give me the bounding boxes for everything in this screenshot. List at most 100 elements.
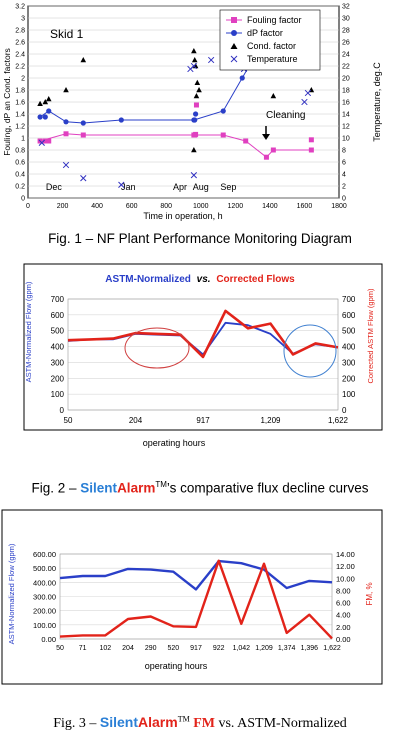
chart2-y2tick-label: 300 xyxy=(342,358,356,367)
chart1-point-x xyxy=(190,62,198,70)
chart1-y2tick-label: 26 xyxy=(342,40,350,47)
fig3-brand-alarm: Alarm xyxy=(138,714,178,730)
fig3-tm: TM xyxy=(177,714,190,724)
chart1-ytick-label: 2.2 xyxy=(15,64,25,71)
chart3-ytick-label: 500.00 xyxy=(33,564,56,573)
chart1-point-square xyxy=(63,131,69,137)
chart1-point-triangle xyxy=(194,79,201,85)
chart1-point-circle xyxy=(220,108,226,114)
chart1-ytick-label: 2.8 xyxy=(15,28,25,35)
chart1-xtick-label: 1600 xyxy=(297,203,313,210)
fig2-tm: TM xyxy=(155,480,167,489)
chart1-legend: Fouling factor dP factor Cond. factor Te… xyxy=(219,9,321,71)
chart3-y2tick-label: 4.00 xyxy=(336,611,351,620)
chart1-point-triangle xyxy=(45,96,52,102)
chart1-point-square xyxy=(193,131,199,137)
chart1-ytick-label: 1.6 xyxy=(15,100,25,107)
chart1-point-triangle xyxy=(193,93,200,99)
chart3-series-line-fm xyxy=(59,559,333,640)
chart-flux-decline: ASTM-Normalized vs. Corrected Flows 0 100… xyxy=(23,263,383,448)
chart1-xtick-label: 0 xyxy=(26,203,30,210)
chart1-cleaning-arrow xyxy=(262,126,270,140)
chart2-y2label: Corrected ASTM Flow (gpm) xyxy=(366,288,375,384)
chart2-title-astm: ASTM-Normalized xyxy=(105,274,191,285)
legend-temperature: Temperature xyxy=(247,54,298,64)
chart-fm-vs-astm: 0.00100.00200.00300.00400.00500.00600.00… xyxy=(1,509,383,685)
chart1-cleaning-label: Cleaning xyxy=(266,110,305,121)
chart3-ytick-label: 0.00 xyxy=(41,635,56,644)
chart1-y2tick-label: 16 xyxy=(342,100,350,107)
chart1-point-x xyxy=(38,139,45,146)
chart3-ylabel: ASTM-Normalized Flow (gpm) xyxy=(7,543,16,644)
chart1-point-x xyxy=(304,89,312,97)
chart2-y2tick-label: 0 xyxy=(342,406,347,415)
legend-fouling: Fouling factor xyxy=(247,15,302,25)
chart1-point-circle xyxy=(37,114,43,120)
figure3-caption: Fig. 3 – SilentAlarmTM FM vs. ASTM-Norma… xyxy=(0,714,400,732)
chart2-y2tick-label: 700 xyxy=(342,295,356,304)
chart1-y2tick-label: 24 xyxy=(342,52,350,59)
chart1-y2tick-label: 4 xyxy=(342,172,346,179)
fig3-suffix: vs. ASTM-Normalized xyxy=(214,716,347,731)
chart1-ytick-label: 0 xyxy=(21,196,25,203)
chart3-xtick-label: 1,042 xyxy=(233,645,251,652)
chart1-y2tick-label: 20 xyxy=(342,76,350,83)
chart2-title-vs: vs. xyxy=(197,274,211,285)
chart1-point-square xyxy=(220,132,226,138)
chart1-point-x xyxy=(190,172,198,179)
chart1-y2tick-label: 30 xyxy=(342,16,350,23)
chart-performance-monitoring: 0 0.2 0.4 0.6 0.8 1 1.2 1.4 1.6 1.8 2 2.2 2.4 2.6 2.8 3… xyxy=(2,4,382,222)
chart2-y2tick-label: 400 xyxy=(342,343,356,352)
chart1-ytick-label: 2.6 xyxy=(15,40,25,47)
chart1-point-triangle xyxy=(80,57,87,63)
chart3-xtick-label: 1,209 xyxy=(255,645,273,652)
svg-text:ASTM-Normalized vs. Co: ASTM-Normalized vs. Corrected Flows xyxy=(105,274,295,285)
fig3-fm: FM xyxy=(193,716,215,731)
chart1-period-label: Sep xyxy=(220,182,236,192)
chart1-point-triangle xyxy=(63,87,69,93)
figure2-caption: Fig. 2 – SilentAlarmTM’s comparative flu… xyxy=(0,480,400,496)
chart3-xtick-label: 290 xyxy=(145,645,157,652)
chart1-point-triangle xyxy=(42,99,49,105)
chart2-ytick-label: 600 xyxy=(51,311,65,320)
chart2-ytick-label: 500 xyxy=(51,327,65,336)
chart1-xtick-label: 1800 xyxy=(331,203,347,210)
chart1-xtick-label: 1000 xyxy=(193,203,209,210)
chart3-y2label: FM, % xyxy=(365,582,374,605)
chart3-xtick-label: 917 xyxy=(190,645,202,652)
chart1-point-triangle xyxy=(196,87,202,93)
chart1-point-triangle xyxy=(191,147,197,153)
chart1-ytick-label: 1.2 xyxy=(15,124,25,131)
chart3-y2tick-label: 6.00 xyxy=(336,599,351,608)
chart1-point-square xyxy=(46,138,52,144)
chart1-ytick-label: 1 xyxy=(21,136,25,143)
chart2-ytick-label: 200 xyxy=(51,374,65,383)
chart3-y2tick-label: 10.00 xyxy=(336,574,355,583)
chart3-xtick-label: 1,374 xyxy=(278,645,296,652)
chart3-y2tick-label: 0.00 xyxy=(336,635,351,644)
chart3-y2tick-label: 2.00 xyxy=(336,623,351,632)
chart1-y2tick-label: 18 xyxy=(342,88,350,95)
chart1-point-circle xyxy=(63,119,69,125)
chart1-ytick-label: 1.4 xyxy=(15,112,25,119)
chart1-ytick-label: 0.2 xyxy=(15,184,25,191)
chart1-point-circle xyxy=(80,120,86,126)
chart1-point-circle xyxy=(118,117,124,123)
chart3-y2tick-label: 14.00 xyxy=(336,550,355,559)
chart1-point-triangle xyxy=(37,100,43,106)
chart2-ytick-label: 700 xyxy=(51,295,65,304)
chart3-ytick-label: 300.00 xyxy=(33,593,56,602)
chart1-ytick-label: 2 xyxy=(21,76,25,83)
chart1-ytick-label: 0.8 xyxy=(15,148,25,155)
chart1-y2tick-label: 22 xyxy=(342,64,350,71)
chart1-point-square xyxy=(243,138,249,144)
chart1-point-square xyxy=(193,102,199,108)
chart3-y2tick-label: 12.00 xyxy=(336,562,355,571)
chart3-xlabel: operating hours xyxy=(145,661,208,671)
chart1-xtick-label: 400 xyxy=(91,203,103,210)
chart1-ytick-label: 0.6 xyxy=(15,160,25,167)
chart1-xtick-label: 600 xyxy=(126,203,138,210)
chart1-skid-label: Skid 1 xyxy=(50,27,84,41)
chart2-ytick-label: 300 xyxy=(51,358,65,367)
chart1-period-label: Aug xyxy=(193,182,209,192)
